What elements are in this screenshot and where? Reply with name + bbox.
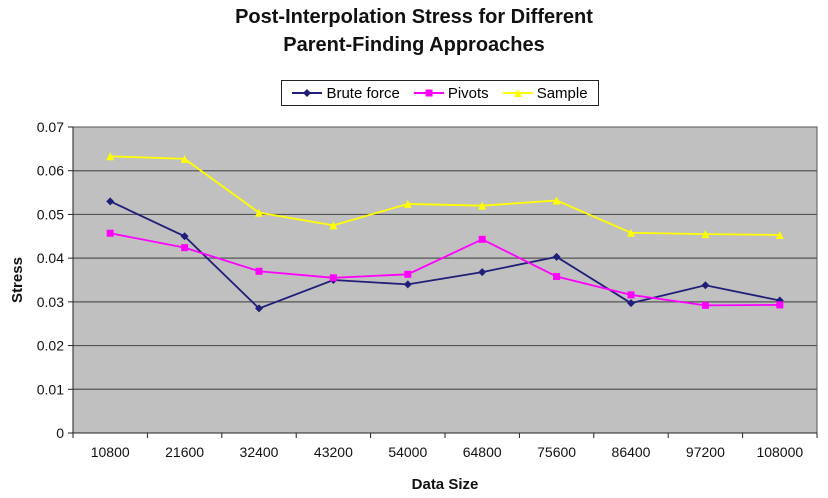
- x-tick-label: 54000: [388, 444, 427, 460]
- data-point-sample: [701, 230, 710, 239]
- data-point-sample: [403, 199, 412, 208]
- y-tick-label: 0.04: [37, 250, 64, 266]
- x-axis-label: Data Size: [412, 476, 479, 493]
- series-line-sample: [110, 155, 780, 236]
- legend-swatch-brute-force: [292, 89, 323, 97]
- data-point-pivots: [255, 267, 263, 275]
- legend: Brute force Pivots Sample: [281, 80, 599, 106]
- data-point-brute-force: [180, 232, 189, 241]
- legend-swatch-sample: [502, 89, 533, 97]
- data-point-pivots: [776, 301, 784, 309]
- data-point-pivots: [106, 229, 114, 237]
- data-point-sample: [329, 221, 338, 230]
- data-point-brute-force: [552, 252, 561, 261]
- data-point-pivots: [404, 270, 412, 278]
- data-point-brute-force: [403, 280, 412, 289]
- data-point-brute-force: [106, 197, 115, 206]
- data-point-sample: [552, 196, 561, 205]
- data-point-brute-force: [701, 281, 710, 290]
- y-tick-label: 0.02: [37, 338, 64, 354]
- legend-item-sample: Sample: [502, 84, 588, 102]
- legend-label-pivots: Pivots: [447, 84, 489, 102]
- legend-item-brute-force: Brute force: [292, 84, 400, 102]
- x-tick-label: 10800: [91, 444, 130, 460]
- y-axis-label: Stress: [9, 257, 26, 303]
- data-point-sample: [775, 230, 784, 239]
- legend-label-brute-force: Brute force: [326, 84, 400, 102]
- y-tick-label: 0.01: [37, 381, 64, 397]
- y-tick-label: 0: [56, 425, 64, 441]
- series-line-brute-force: [109, 200, 780, 310]
- data-point-sample: [478, 201, 487, 210]
- data-point-sample: [106, 152, 115, 161]
- data-point-pivots: [701, 301, 709, 309]
- chart-title-line-1: Post-Interpolation Stress for Different: [235, 6, 593, 28]
- x-tick-label: 97200: [686, 444, 725, 460]
- x-tick-label: 86400: [612, 444, 651, 460]
- data-point-sample: [180, 154, 189, 163]
- x-tick-label: 43200: [314, 444, 353, 460]
- x-tick-label: 75600: [537, 444, 576, 460]
- data-point-brute-force: [478, 268, 487, 277]
- data-point-sample: [255, 208, 263, 217]
- x-tick-label: 108000: [756, 444, 803, 460]
- legend-swatch-pivots: [413, 89, 444, 97]
- data-point-pivots: [627, 291, 635, 299]
- y-tick-label: 0.06: [37, 163, 64, 179]
- data-point-pivots: [478, 235, 486, 243]
- legend-item-pivots: Pivots: [413, 84, 489, 102]
- y-tick-label: 0.07: [37, 119, 64, 135]
- x-tick-label: 64800: [463, 444, 502, 460]
- data-point-sample: [627, 228, 635, 237]
- x-tick-label: 21600: [165, 444, 204, 460]
- plot-area: [72, 126, 818, 434]
- y-tick-label: 0.03: [37, 294, 64, 310]
- data-point-brute-force: [627, 299, 635, 308]
- series-line-pivots: [110, 232, 780, 307]
- y-tick-label: 0.05: [37, 206, 64, 222]
- data-point-pivots: [553, 273, 561, 281]
- chart-title-line-2: Parent-Finding Approaches: [283, 34, 545, 56]
- data-point-brute-force: [255, 304, 263, 313]
- data-point-pivots: [181, 244, 189, 252]
- x-tick-label: 32400: [240, 444, 279, 460]
- legend-label-sample: Sample: [536, 84, 588, 102]
- data-point-pivots: [329, 274, 337, 282]
